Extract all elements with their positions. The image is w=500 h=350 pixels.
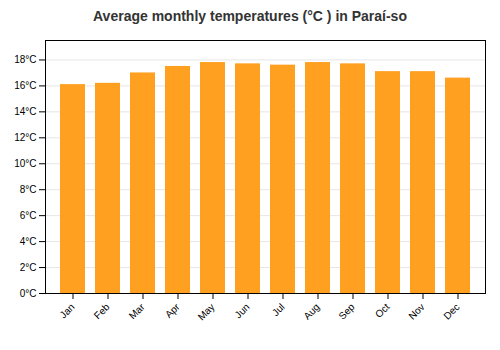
svg-text:18°C: 18°C (14, 54, 36, 65)
svg-text:10°C: 10°C (14, 158, 36, 169)
svg-text:Feb: Feb (92, 301, 112, 321)
svg-text:May: May (196, 301, 217, 322)
svg-text:Sep: Sep (336, 301, 357, 322)
svg-text:Mar: Mar (127, 301, 147, 321)
svg-text:Jul: Jul (270, 301, 287, 318)
html-text:Average monthly temperatures (: Average monthly temperatures (°C ) in Pa… (93, 8, 407, 24)
svg-text:Dec: Dec (441, 301, 461, 321)
svg-text:Nov: Nov (406, 301, 426, 321)
svg-text:0°C: 0°C (20, 288, 37, 299)
svg-text:Apr: Apr (163, 301, 182, 320)
svg-text:6°C: 6°C (20, 210, 37, 221)
svg-text:Jan: Jan (57, 301, 76, 320)
svg-text:12°C: 12°C (14, 132, 36, 143)
svg-text:Jun: Jun (232, 301, 251, 320)
svg-text:2°C: 2°C (20, 262, 37, 273)
svg-text:Aug: Aug (301, 301, 321, 321)
svg-text:8°C: 8°C (20, 184, 37, 195)
svg-text:14°C: 14°C (14, 106, 36, 117)
svg-text:4°C: 4°C (20, 236, 37, 247)
svg-text:Oct: Oct (373, 301, 392, 320)
svg-text:16°C: 16°C (14, 80, 36, 91)
